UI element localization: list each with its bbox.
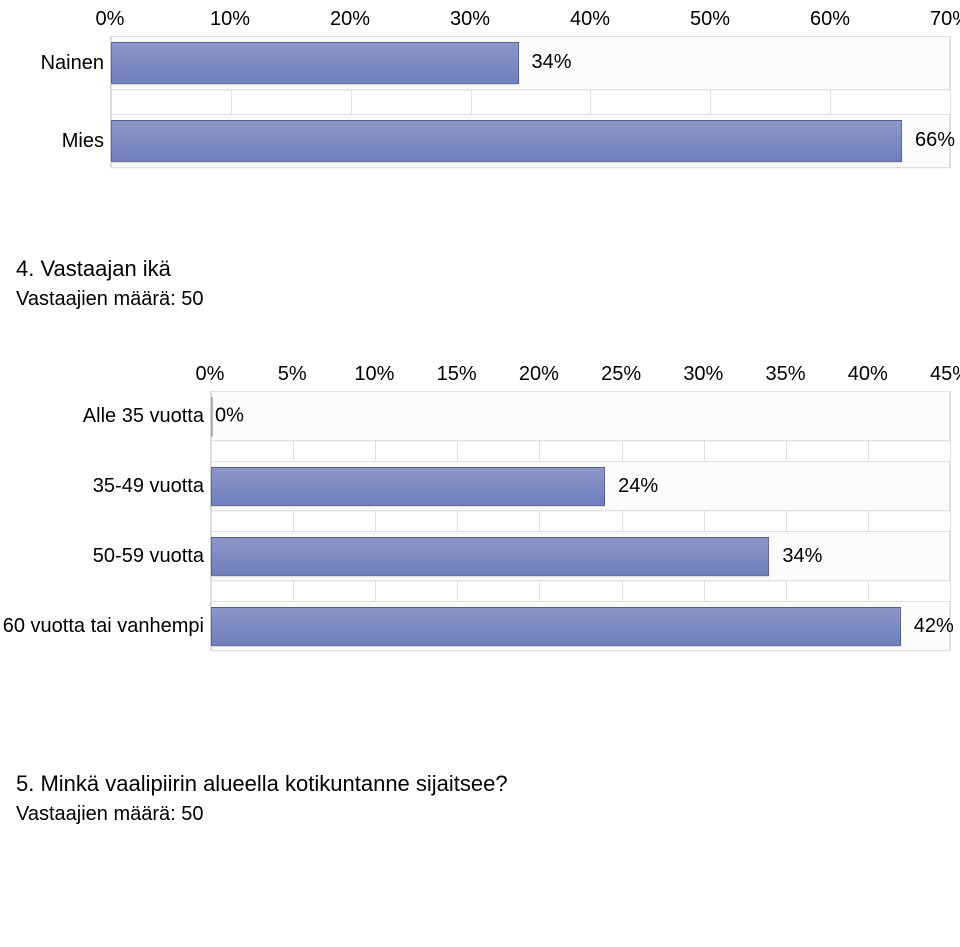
chart1-xaxis: 0%10%20%30%40%50%60%70% <box>110 8 950 32</box>
xtick-label: 5% <box>278 363 307 386</box>
bar-value-label: 66% <box>915 129 955 152</box>
bar: 42% <box>211 607 901 646</box>
category-label: 50-59 vuotta <box>10 531 204 581</box>
section4-title: 4. Vastaajan ikä <box>16 256 960 282</box>
bar-value-label: 34% <box>782 545 822 568</box>
chart1-plotarea: 34% 66% <box>110 36 950 168</box>
xtick-label: 10% <box>210 8 250 31</box>
xtick-label: 60% <box>810 8 850 31</box>
bar: 34% <box>111 42 519 84</box>
xtick-label: 70% <box>930 8 960 31</box>
xtick-label: 30% <box>450 8 490 31</box>
chart2-plotarea: 0% 24% 34% 42% <box>210 391 950 651</box>
chart1-plot: 0%10%20%30%40%50%60%70% 34%66% <box>110 36 950 168</box>
bar: 34% <box>211 537 769 576</box>
gender-chart: NainenMies 0%10%20%30%40%50%60%70% 34%66… <box>0 36 960 228</box>
chart1-ylabels: Nainen Mies <box>10 36 110 168</box>
section4-subtitle: Vastaajien määrä: 50 <box>16 288 960 311</box>
chart2-plot: 0%5%10%15%20%25%30%35%40%45% 0%24%34%42% <box>210 391 950 651</box>
xtick-label: 45% <box>930 363 960 386</box>
age-chart: Alle 35 vuotta 35-49 vuotta 50-59 vuotta 60… <box>0 391 960 711</box>
xtick-label: 20% <box>519 363 559 386</box>
bar: 24% <box>211 467 605 506</box>
bar-value-label: 34% <box>532 51 572 74</box>
bar <box>211 397 213 436</box>
bar-value-label: 0% <box>215 405 244 428</box>
category-label: 35-49 vuotta <box>10 461 204 511</box>
xtick-label: 30% <box>683 363 723 386</box>
bar-value-label: 42% <box>914 615 954 638</box>
xtick-label: 20% <box>330 8 370 31</box>
chart2-ylabels: Alle 35 vuotta 35-49 vuotta 50-59 vuotta 60… <box>10 391 210 651</box>
bar-track <box>211 391 950 441</box>
section5-title: 5. Minkä vaalipiirin alueella kotikuntan… <box>16 771 960 797</box>
gridline <box>950 391 951 651</box>
category-label: Mies <box>10 114 104 168</box>
category-label: Nainen <box>10 36 104 90</box>
category-label: Alle 35 vuotta <box>10 391 204 441</box>
xtick-label: 50% <box>690 8 730 31</box>
chart2-xaxis: 0%5%10%15%20%25%30%35%40%45% <box>210 363 950 387</box>
xtick-label: 10% <box>354 363 394 386</box>
xtick-label: 25% <box>601 363 641 386</box>
xtick-label: 0% <box>196 363 225 386</box>
section5-subtitle: Vastaajien määrä: 50 <box>16 803 960 826</box>
xtick-label: 0% <box>96 8 125 31</box>
xtick-label: 35% <box>766 363 806 386</box>
bar: 66% <box>111 120 902 162</box>
bar-value-label: 24% <box>618 475 658 498</box>
xtick-label: 15% <box>437 363 477 386</box>
xtick-label: 40% <box>848 363 888 386</box>
category-label: 60 vuotta tai vanhempi <box>10 601 204 651</box>
xtick-label: 40% <box>570 8 610 31</box>
